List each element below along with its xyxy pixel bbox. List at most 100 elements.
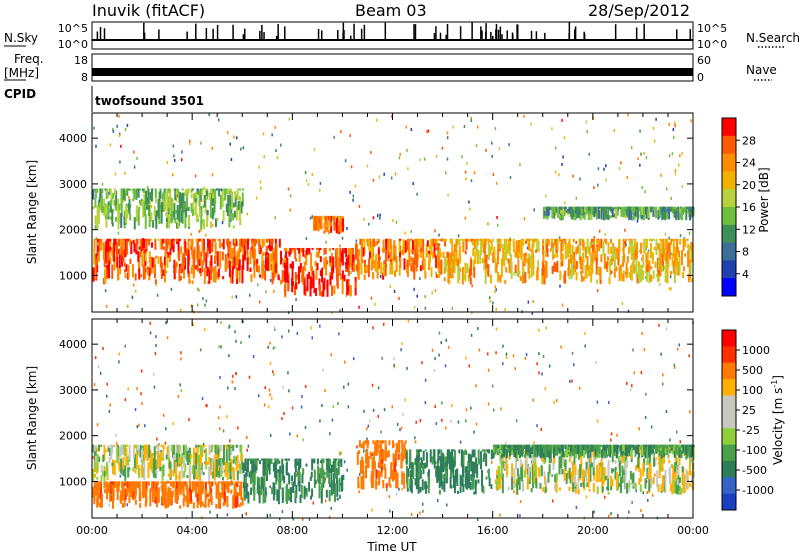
nsky-tick-top: 10^5: [58, 22, 88, 35]
heatmap-cell: [281, 270, 284, 283]
heatmap-cell-scatter: [470, 333, 473, 337]
heatmap-cell: [125, 264, 128, 272]
heatmap-cell: [646, 444, 649, 447]
heatmap-cell: [180, 194, 183, 208]
heatmap-cell: [141, 457, 144, 465]
heatmap-cell: [335, 458, 338, 461]
heatmap-cell: [590, 206, 593, 214]
heatmap-cell: [277, 469, 280, 473]
heatmap-cell: [314, 479, 317, 485]
heatmap-cell-scatter: [229, 142, 232, 146]
heatmap-cell-scatter: [383, 172, 385, 176]
heatmap-cell: [424, 449, 427, 452]
heatmap-cell: [258, 239, 261, 253]
heatmap-cell: [324, 221, 327, 232]
heatmap-cell-scatter: [319, 419, 321, 423]
heatmap-cell: [375, 448, 378, 454]
heatmap-cell: [211, 481, 214, 487]
heatmap-cell: [254, 238, 257, 247]
heatmap-cell: [506, 244, 509, 254]
heatmap-cell-scatter: [688, 231, 691, 235]
heatmap-cell-scatter: [416, 294, 418, 298]
heatmap-cell: [317, 247, 320, 258]
heatmap-cell: [241, 200, 244, 205]
heatmap-cell: [196, 249, 199, 256]
heatmap-cell: [221, 189, 224, 207]
heatmap-cell: [233, 210, 236, 218]
heatmap-cell: [329, 221, 332, 228]
heatmap-cell: [571, 244, 574, 260]
heatmap-cell: [413, 265, 416, 280]
heatmap-cell: [410, 461, 413, 478]
heatmap-cell-scatter: [339, 494, 341, 498]
heatmap-cell: [159, 457, 162, 468]
heatmap-cell: [620, 459, 623, 465]
heatmap-cell: [519, 276, 522, 281]
heatmap-cell: [93, 491, 96, 505]
heatmap-cell: [685, 469, 688, 489]
nsky-label: N.Sky: [4, 31, 38, 45]
heatmap-cell-scatter: [606, 486, 608, 490]
heatmap-cell: [108, 457, 111, 464]
heatmap-cell: [500, 454, 503, 459]
heatmap-cell-scatter: [381, 356, 383, 360]
heatmap-cell: [599, 462, 602, 467]
heatmap-cell: [400, 440, 403, 443]
heatmap-cell: [175, 210, 178, 214]
heatmap-cell: [201, 444, 204, 448]
heatmap-cell: [674, 206, 677, 212]
heatmap-cell: [585, 469, 588, 482]
heatmap-cell: [525, 257, 528, 264]
heatmap-cell: [256, 258, 259, 265]
heatmap-cell: [446, 251, 449, 259]
heatmap-cell-scatter: [639, 129, 641, 133]
heatmap-cell: [579, 445, 582, 454]
heatmap-cell: [400, 452, 403, 469]
heatmap-cell-scatter: [150, 256, 153, 260]
heatmap-cell: [214, 468, 217, 478]
heatmap-cell: [612, 246, 615, 259]
heatmap-cell: [565, 473, 568, 484]
heatmap-cell: [493, 246, 496, 262]
heatmap-cell: [165, 454, 168, 460]
heatmap-cell: [586, 482, 589, 488]
heatmap-cell-scatter: [234, 330, 236, 334]
heatmap-cell: [608, 206, 611, 210]
heatmap-cell: [228, 260, 231, 278]
heatmap-cell: [245, 482, 248, 496]
heatmap-cell: [312, 273, 315, 288]
heatmap-cell-scatter: [211, 146, 214, 150]
heatmap-cell: [660, 444, 663, 461]
heatmap-cell-scatter: [438, 233, 440, 237]
heatmap-cell: [560, 242, 563, 260]
heatmap-cell-scatter: [131, 296, 134, 300]
heatmap-cell-scatter: [542, 354, 545, 358]
heatmap-cell: [239, 463, 242, 475]
heatmap-cell: [322, 469, 325, 478]
heatmap-cell: [619, 270, 622, 280]
heatmap-cell: [447, 252, 450, 269]
heatmap-cell: [256, 263, 259, 272]
heatmap-cell: [96, 210, 99, 230]
heatmap-cell-scatter: [524, 356, 527, 360]
heatmap-cell-scatter: [637, 157, 639, 161]
heatmap-cell: [483, 453, 486, 459]
heatmap-cell: [278, 238, 281, 248]
heatmap-cell: [678, 477, 681, 482]
heatmap-cell-scatter: [645, 479, 648, 483]
heatmap-cell-scatter: [679, 154, 681, 158]
heatmap-cell: [580, 206, 583, 214]
heatmap-cell: [402, 239, 405, 251]
heatmap-cell-scatter: [287, 311, 290, 315]
heatmap-cell-scatter: [526, 246, 529, 250]
heatmap-cell: [579, 240, 582, 246]
heatmap-cell: [439, 481, 442, 487]
heatmap-cell: [210, 496, 213, 505]
heatmap-cell: [252, 480, 255, 491]
heatmap-cell-scatter: [99, 248, 101, 252]
heatmap-cell: [206, 247, 209, 257]
heatmap-cell: [604, 475, 607, 481]
heatmap-cell: [548, 464, 551, 475]
heatmap-cell: [168, 196, 171, 211]
heatmap-cell: [490, 450, 493, 460]
